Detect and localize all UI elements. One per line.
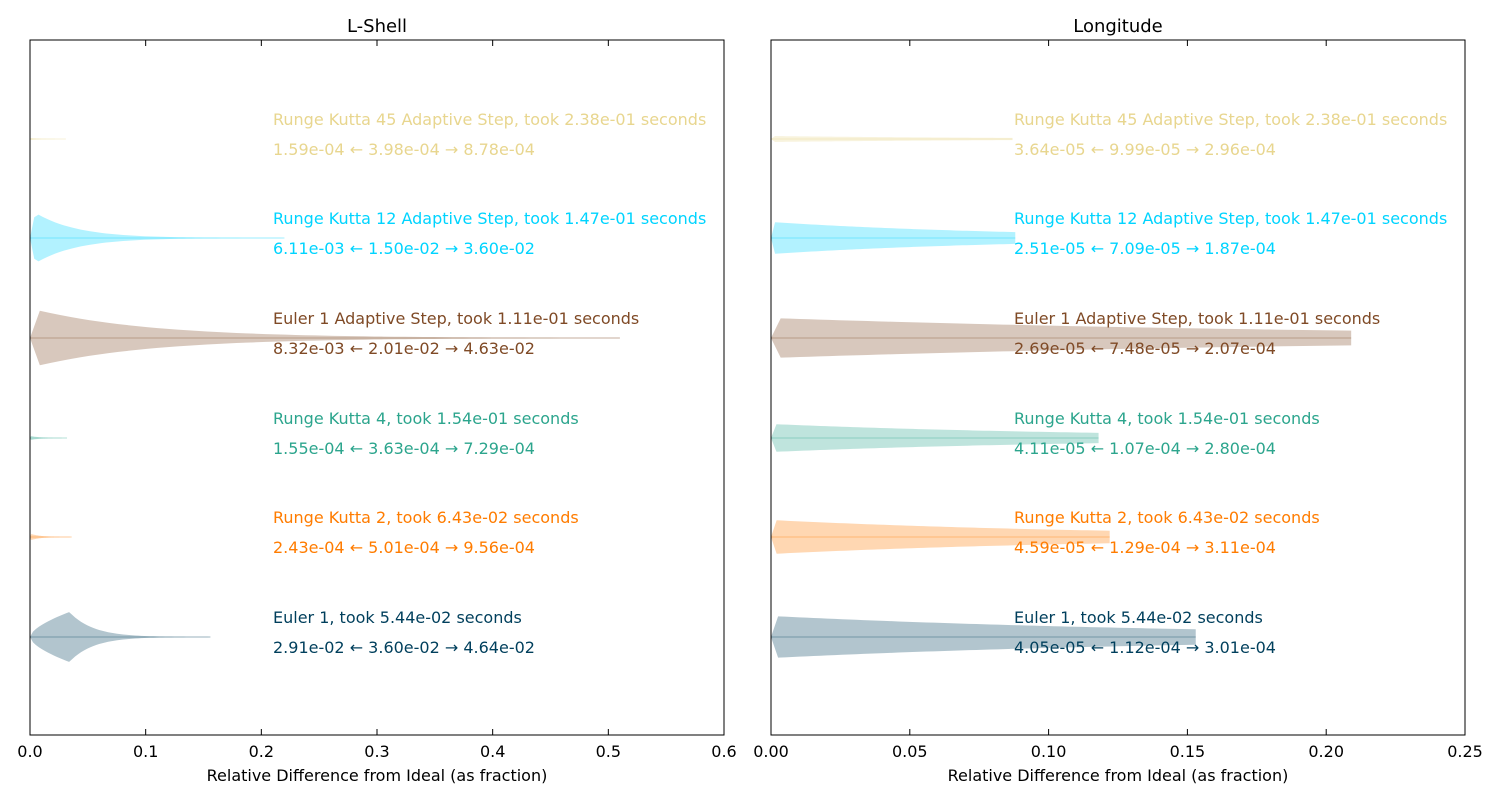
violin-body-0-4	[30, 214, 285, 262]
series-stats-label-1-3: 2.69e-05 ← 7.48e-05 → 2.07e-04	[1014, 339, 1276, 358]
x-tick-label-1-4: 0.20	[1308, 742, 1344, 761]
x-tick-label-0-0: 0.0	[17, 742, 42, 761]
violin-body-0-3	[30, 310, 620, 366]
series-name-label-0-0: Euler 1, took 5.44e-02 seconds	[273, 608, 522, 627]
axes-frame-1	[770, 39, 1466, 736]
series-stats-label-0-0: 2.91e-02 ← 3.60e-02 → 4.64e-02	[273, 638, 535, 657]
series-stats-label-1-0: 4.05e-05 ← 1.12e-04 → 3.01e-04	[1014, 638, 1276, 657]
series-stats-label-0-5: 1.59e-04 ← 3.98e-04 → 8.78e-04	[273, 140, 535, 159]
series-stats-label-1-1: 4.59e-05 ← 1.29e-04 → 3.11e-04	[1014, 538, 1276, 557]
series-stats-label-0-1: 2.43e-04 ← 5.01e-04 → 9.56e-04	[273, 538, 535, 557]
series-name-label-0-4: Runge Kutta 12 Adaptive Step, took 1.47e…	[273, 209, 706, 228]
x-tick-label-0-5: 0.5	[596, 742, 621, 761]
series-name-label-1-5: Runge Kutta 45 Adaptive Step, took 2.38e…	[1014, 110, 1447, 129]
series-name-label-1-0: Euler 1, took 5.44e-02 seconds	[1014, 608, 1263, 627]
chart-title-0: L-Shell	[347, 16, 407, 37]
x-tick-label-1-0: 0.00	[753, 742, 789, 761]
series-name-label-0-3: Euler 1 Adaptive Step, took 1.11e-01 sec…	[273, 309, 639, 328]
series-name-label-0-5: Runge Kutta 45 Adaptive Step, took 2.38e…	[273, 110, 706, 129]
series-stats-label-1-2: 4.11e-05 ← 1.07e-04 → 2.80e-04	[1014, 439, 1276, 458]
violin-body-1-0	[771, 616, 1196, 658]
violin-body-1-5	[771, 136, 1013, 142]
x-tick-label-0-6: 0.6	[711, 742, 736, 761]
series-stats-label-1-4: 2.51e-05 ← 7.09e-05 → 1.87e-04	[1014, 239, 1276, 258]
violin-body-1-1	[771, 520, 1110, 554]
series-name-label-1-4: Runge Kutta 12 Adaptive Step, took 1.47e…	[1014, 209, 1447, 228]
x-axis-label-1: Relative Difference from Ideal (as fract…	[948, 766, 1289, 785]
x-tick-label-1-3: 0.15	[1170, 742, 1206, 761]
violin-body-0-5	[30, 138, 66, 140]
x-tick-label-0-2: 0.2	[249, 742, 274, 761]
chart-title-1: Longitude	[1073, 16, 1163, 37]
series-stats-label-0-4: 6.11e-03 ← 1.50e-02 → 3.60e-02	[273, 239, 535, 258]
x-tick-label-0-4: 0.4	[480, 742, 505, 761]
violin-body-1-2	[771, 424, 1099, 452]
series-stats-label-1-5: 3.64e-05 ← 9.99e-05 → 2.96e-04	[1014, 140, 1276, 159]
series-stats-label-0-3: 8.32e-03 ← 2.01e-02 → 4.63e-02	[273, 339, 535, 358]
series-name-label-0-1: Runge Kutta 2, took 6.43e-02 seconds	[273, 508, 579, 527]
x-tick-label-0-1: 0.1	[133, 742, 158, 761]
x-tick-label-0-3: 0.3	[364, 742, 389, 761]
series-stats-label-0-2: 1.55e-04 ← 3.63e-04 → 7.29e-04	[273, 439, 535, 458]
series-name-label-1-2: Runge Kutta 4, took 1.54e-01 seconds	[1014, 409, 1320, 428]
series-name-label-1-3: Euler 1 Adaptive Step, took 1.11e-01 sec…	[1014, 309, 1380, 328]
violin-body-1-4	[771, 222, 1016, 254]
violin-body-0-2	[30, 436, 68, 440]
x-tick-label-1-1: 0.05	[892, 742, 928, 761]
violin-body-0-0	[30, 612, 211, 662]
series-name-label-0-2: Runge Kutta 4, took 1.54e-01 seconds	[273, 409, 579, 428]
violin-body-0-1	[30, 534, 72, 540]
series-name-label-1-1: Runge Kutta 2, took 6.43e-02 seconds	[1014, 508, 1320, 527]
x-axis-label-0: Relative Difference from Ideal (as fract…	[207, 766, 548, 785]
x-tick-label-1-2: 0.10	[1031, 742, 1067, 761]
violin-body-1-3	[771, 318, 1352, 358]
x-tick-label-1-5: 0.25	[1447, 742, 1483, 761]
